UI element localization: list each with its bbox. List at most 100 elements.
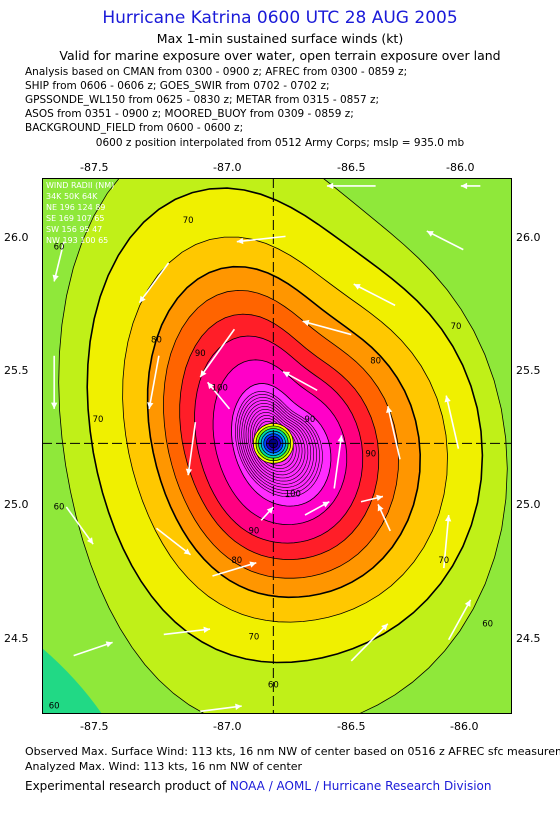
contour-label: 70	[93, 415, 104, 425]
observed-max-wind: Observed Max. Surface Wind: 113 kts, 16 …	[25, 745, 560, 758]
wind-vector	[353, 283, 396, 307]
bottom-tick-label: -87.5	[80, 720, 109, 733]
contour-line	[231, 383, 332, 507]
contour-line	[241, 400, 315, 488]
contour-band	[42, 648, 102, 714]
wind-vector	[426, 230, 464, 251]
analyzed-max-wind: Analyzed Max. Wind: 113 kts, 16 nm NW of…	[25, 760, 303, 773]
wind-vector	[200, 703, 242, 713]
contour-line	[234, 391, 323, 498]
contour-label: 80	[370, 357, 381, 367]
wind-radii-table: WIND RADII (NM) 34K 50K 64K NE 196 124 8…	[46, 181, 114, 245]
radii-header: WIND RADII (NM)	[46, 181, 114, 190]
wind-field-svg: 6070708090100909010090808070607070606060…	[42, 178, 512, 714]
contour-line	[247, 409, 306, 479]
contour-line	[146, 265, 422, 599]
bottom-tick-label: -86.0	[450, 720, 479, 733]
contour-label: 90	[365, 450, 376, 460]
wind-vector	[360, 494, 384, 503]
wind-vector	[377, 504, 391, 532]
contour-label: 60	[49, 702, 60, 712]
right-tick-label: 25.0	[516, 498, 541, 511]
contour-line	[86, 187, 484, 664]
contour-line	[245, 406, 309, 482]
radii-row: SE 169 107 65	[46, 214, 104, 223]
contour-label: 80	[231, 556, 242, 566]
wind-vector	[260, 506, 274, 521]
top-tick-label: -86.5	[337, 161, 366, 174]
top-tick-label: -86.0	[446, 161, 475, 174]
contour-label: 60	[482, 619, 493, 629]
center-crosshair	[42, 178, 512, 714]
contour-line	[212, 359, 348, 526]
wind-vector	[199, 328, 236, 378]
credit-line: Experimental research product of NOAA / …	[25, 779, 491, 793]
wind-vector	[326, 182, 376, 190]
wind-vector	[236, 235, 286, 245]
bottom-tick-label: -86.5	[337, 720, 366, 733]
right-tick-label: 26.0	[516, 231, 541, 244]
wind-vector	[147, 355, 160, 409]
position-note: 0600 z position interpolated from 0512 A…	[95, 137, 465, 149]
contour-label: 70	[438, 556, 449, 566]
wind-vector	[155, 527, 192, 556]
contour-label: 60	[54, 243, 65, 253]
wind-vector	[73, 641, 113, 657]
wind-vector	[185, 422, 197, 476]
top-tick-label: -87.0	[213, 161, 242, 174]
wind-vector	[304, 501, 330, 516]
left-tick-label: 24.5	[4, 632, 29, 645]
wind-field-plot: 60 70 70 80 90 100 90 90 100 90 80 80 70 60 70 70 60 60 60…	[42, 178, 512, 714]
top-tick-label: -87.5	[80, 161, 109, 174]
wind-vector	[447, 599, 472, 641]
wind-vector	[163, 626, 211, 636]
analysis-line-3: GPSSONDE_WL150 from 0625 - 0830 z; METAR…	[25, 94, 380, 106]
wind-vector	[65, 506, 94, 545]
wind-vector	[206, 381, 231, 410]
chart-subtitle-exposure: Valid for marine exposure over water, op…	[59, 48, 501, 63]
left-tick-label: 25.0	[4, 498, 29, 511]
left-tick-label: 26.0	[4, 231, 29, 244]
wind-vector	[460, 182, 481, 190]
plot-frame	[42, 178, 512, 714]
analysis-line-1: Analysis based on CMAN from 0300 - 0900 …	[25, 66, 408, 78]
right-tick-label: 25.5	[516, 364, 541, 377]
wind-vector	[386, 406, 401, 460]
contour-label: 70	[183, 216, 194, 226]
credit-organization-link[interactable]: NOAA / AOML / Hurricane Research Divisio…	[229, 779, 492, 793]
bottom-tick-label: -87.0	[213, 720, 242, 733]
credit-prefix: Experimental research product of	[25, 779, 230, 793]
contour-line	[163, 289, 399, 579]
contour-line	[237, 394, 320, 495]
contour-line	[122, 236, 448, 623]
contour-label: 100	[212, 383, 228, 393]
contour-label: 90	[304, 415, 315, 425]
analysis-line-5: BACKGROUND_FIELD from 0600 - 0600 z;	[25, 122, 244, 134]
contour-line	[250, 412, 303, 476]
contour-line	[239, 397, 317, 491]
wind-vector	[50, 355, 58, 409]
radii-row: NE 196 124 89	[46, 203, 105, 212]
contour-label: 70	[451, 322, 462, 332]
contour-label: 90	[248, 527, 259, 537]
radii-row: NW 193 100 65	[46, 236, 108, 245]
contour-lines	[58, 178, 508, 714]
left-tick-label: 25.5	[4, 364, 29, 377]
wind-vector	[302, 319, 352, 336]
chart-subtitle: Max 1-min sustained surface winds (kt)	[156, 31, 404, 46]
contour-label: 60	[268, 680, 279, 690]
right-tick-label: 24.5	[516, 632, 541, 645]
wind-vector	[52, 241, 65, 282]
wind-vector	[350, 623, 389, 662]
contour-label: 70	[248, 633, 259, 643]
wind-vector	[212, 561, 257, 577]
analysis-line-2: SHIP from 0606 - 0606 z; GOES_SWIR from …	[25, 80, 330, 92]
contour-label: 90	[195, 349, 206, 359]
chart-title: Hurricane Katrina 0600 UTC 28 AUG 2005	[102, 8, 458, 28]
wind-vector	[282, 371, 318, 391]
contour-label: 100	[285, 489, 301, 499]
contour-line	[179, 313, 380, 561]
wind-vector	[444, 395, 460, 449]
radii-row: SW 156 95 47	[46, 225, 102, 234]
contour-label: 60	[54, 503, 65, 513]
